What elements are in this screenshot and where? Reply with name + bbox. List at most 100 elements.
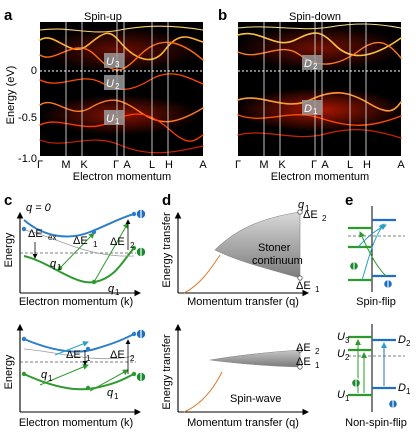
svg-text:1: 1 <box>406 387 411 396</box>
panel-a-band-labels: U 3 U 2 U 1 <box>104 53 124 126</box>
svg-text:continuum: continuum <box>252 255 303 267</box>
svg-text:q: q <box>50 258 57 270</box>
svg-text:1: 1 <box>345 394 350 403</box>
band-u1: U <box>106 113 114 125</box>
svg-text:A: A <box>123 159 131 171</box>
svg-text:1: 1 <box>315 361 320 370</box>
svg-text:U: U <box>337 331 345 343</box>
panel-a-title: Spin-up <box>84 11 122 23</box>
svg-text:Stoner: Stoner <box>258 242 291 254</box>
svg-text:ΔE: ΔE <box>28 228 43 240</box>
svg-text:1: 1 <box>305 204 310 213</box>
panel-c-bottom: Energy ΔE 1 ΔE 2 q 1 q 1 Electr <box>3 323 146 429</box>
svg-text:M: M <box>259 159 268 171</box>
panel-a-xticks: Γ M K Γ A L H A <box>37 159 207 171</box>
svg-text:1: 1 <box>315 285 320 294</box>
panel-a-ylabel: Energy (eV) <box>5 66 17 125</box>
panel-c-label: c <box>4 192 12 209</box>
panel-c-top-xlabel: Electron momentum (k) <box>19 296 133 308</box>
panel-e-bottom: U 3 U 2 U 1 D 2 D 1 Non-spin-flip <box>337 324 411 429</box>
band-u3: U <box>106 56 114 68</box>
band-d2: D <box>304 58 312 70</box>
panel-b-kpoint-lines <box>263 22 367 156</box>
svg-text:Γ: Γ <box>37 159 43 171</box>
spin-up-icon <box>350 259 358 271</box>
band-d1: D <box>304 103 312 115</box>
panel-c-q0: q = 0 <box>26 202 52 214</box>
panel-b-band-labels: D 2 D 1 <box>302 55 322 116</box>
svg-text:2: 2 <box>345 353 350 362</box>
ytick-neg05: -0.5 <box>18 112 37 124</box>
svg-text:U: U <box>337 348 345 360</box>
svg-text:ΔE: ΔE <box>110 236 125 248</box>
svg-text:1: 1 <box>115 288 120 297</box>
svg-text:q: q <box>41 369 48 381</box>
svg-text:ΔE: ΔE <box>296 280 311 292</box>
svg-text:Γ: Γ <box>235 159 241 171</box>
spin-down-icon <box>136 328 146 342</box>
panel-c-top-ylabel: Energy <box>3 232 15 267</box>
svg-text:A: A <box>199 159 207 171</box>
svg-text:L: L <box>149 159 155 171</box>
panel-c-bottom-ylabel: Energy <box>3 354 15 389</box>
panel-a-label: a <box>4 7 13 24</box>
spin-down-icon <box>384 279 392 291</box>
panel-b-label: b <box>218 7 227 24</box>
svg-text:1: 1 <box>313 107 318 116</box>
panel-e-top: Spin-flip <box>348 206 405 308</box>
svg-text:3: 3 <box>345 336 350 345</box>
stoner-continuum <box>214 211 301 279</box>
svg-text:A: A <box>321 159 329 171</box>
svg-text:2: 2 <box>130 354 135 363</box>
svg-text:3: 3 <box>115 60 120 69</box>
svg-text:ΔE: ΔE <box>303 209 318 221</box>
ytick-0: 0 <box>31 65 37 77</box>
panel-b-glow-upper <box>235 26 405 70</box>
non-spin-flip-caption: Non-spin-flip <box>345 417 407 429</box>
svg-text:H: H <box>363 159 371 171</box>
panel-b-xticks: Γ M K Γ A L H A <box>235 159 405 171</box>
panel-b-bands <box>237 23 402 139</box>
panel-d-top-xlabel: Momentum transfer (q) <box>187 296 299 308</box>
spin-flip-caption: Spin-flip <box>356 296 396 308</box>
svg-text:ΔE: ΔE <box>73 235 88 247</box>
panel-e-label: e <box>345 192 353 209</box>
spin-down-icon <box>136 208 146 222</box>
band-u2: U <box>106 78 114 90</box>
svg-text:ΔE: ΔE <box>296 356 311 368</box>
svg-text:2: 2 <box>130 241 135 250</box>
svg-text:2: 2 <box>406 339 411 348</box>
panel-b-xlabel: Electron momentum <box>271 171 369 183</box>
svg-text:D: D <box>398 382 406 394</box>
spin-up-icon <box>352 376 360 388</box>
svg-text:q: q <box>107 387 114 399</box>
svg-text:Γ: Γ <box>311 159 317 171</box>
svg-text:ΔE: ΔE <box>296 342 311 354</box>
panel-a-xlabel: Electron momentum <box>73 171 171 183</box>
svg-text:1: 1 <box>115 117 120 126</box>
ytick-neg1: -1.0 <box>18 153 37 165</box>
spin-up-icon <box>136 244 146 258</box>
panel-c-bottom-xlabel: Electron momentum (k) <box>19 417 133 429</box>
panel-d-bottom: Energy transfer ΔE 2 ΔE 1 Spin-wave Mome… <box>161 323 320 429</box>
panel-b-title: Spin-down <box>289 11 341 23</box>
svg-text:q: q <box>298 199 305 211</box>
spin-down-icon <box>389 399 397 411</box>
svg-text:Spin-wave: Spin-wave <box>230 393 281 405</box>
svg-text:U: U <box>337 389 345 401</box>
svg-text:1: 1 <box>57 263 62 272</box>
svg-text:2: 2 <box>322 214 327 223</box>
svg-text:Γ: Γ <box>113 159 119 171</box>
spin-up-icon <box>136 369 146 383</box>
svg-text:K: K <box>278 159 286 171</box>
svg-text:L: L <box>347 159 353 171</box>
panel-d-top-ylabel: Energy transfer <box>161 212 173 288</box>
panel-c-top: Energy ΔE ex ΔE 1 <box>3 208 146 308</box>
panel-d-bottom-xlabel: Momentum transfer (q) <box>187 417 299 429</box>
svg-text:A: A <box>397 159 405 171</box>
svg-text:q: q <box>108 283 115 295</box>
panel-d-bottom-ylabel: Energy transfer <box>161 334 173 410</box>
svg-text:ex: ex <box>48 233 56 242</box>
panel-d-label: d <box>162 192 171 209</box>
